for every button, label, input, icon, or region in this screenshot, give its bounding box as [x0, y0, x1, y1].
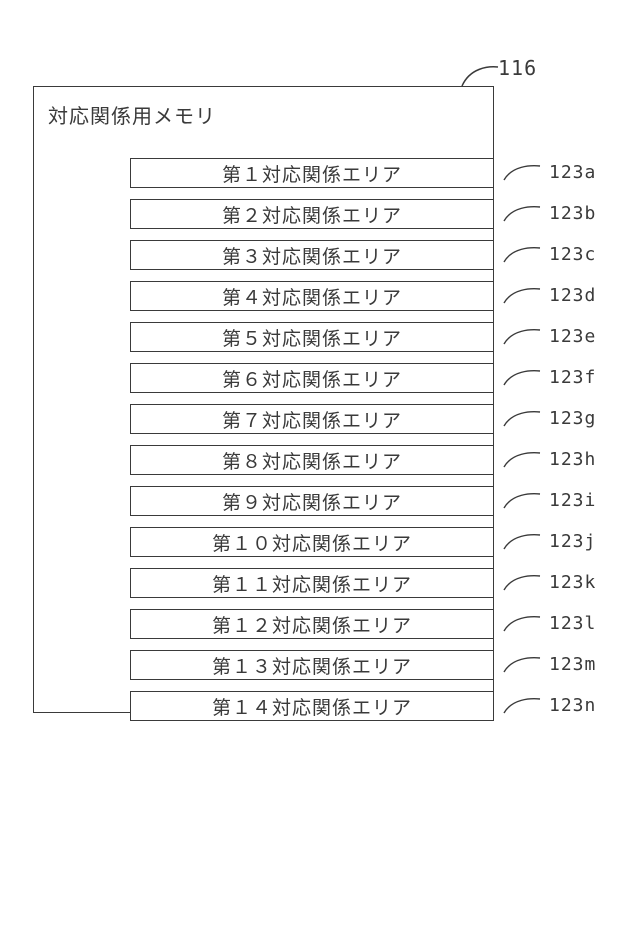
- memory-title: 対応関係用メモリ: [48, 100, 216, 129]
- ref-label: 123e: [549, 326, 596, 347]
- memory-area-row: 第９対応関係エリア: [130, 486, 494, 516]
- memory-area-row: 第１対応関係エリア: [130, 158, 494, 188]
- lead-line-icon: [502, 695, 542, 719]
- lead-line-icon: [502, 367, 542, 391]
- lead-line-icon: [502, 326, 542, 350]
- memory-area-row: 第１３対応関係エリア: [130, 650, 494, 680]
- ref-label: 123c: [549, 244, 596, 265]
- lead-line-icon: [502, 613, 542, 637]
- lead-line-icon: [502, 203, 542, 227]
- memory-area-row: 第１１対応関係エリア: [130, 568, 494, 598]
- ref-label-top: 116: [498, 56, 537, 80]
- lead-line-icon: [502, 408, 542, 432]
- ref-label: 123b: [549, 203, 596, 224]
- memory-area-row: 第８対応関係エリア: [130, 445, 494, 475]
- memory-area-row: 第１４対応関係エリア: [130, 691, 494, 721]
- memory-area-row: 第５対応関係エリア: [130, 322, 494, 352]
- lead-line-icon: [502, 531, 542, 555]
- lead-line-icon: [502, 449, 542, 473]
- ref-label: 123g: [549, 408, 596, 429]
- ref-label: 123k: [549, 572, 596, 593]
- ref-label: 123j: [549, 531, 596, 552]
- lead-line-icon: [502, 162, 542, 186]
- memory-area-row: 第１０対応関係エリア: [130, 527, 494, 557]
- ref-label: 123h: [549, 449, 596, 470]
- lead-line-icon: [502, 490, 542, 514]
- ref-label: 123d: [549, 285, 596, 306]
- memory-area-row: 第７対応関係エリア: [130, 404, 494, 434]
- lead-line-icon: [502, 285, 542, 309]
- memory-area-row: 第３対応関係エリア: [130, 240, 494, 270]
- lead-line-icon: [502, 572, 542, 596]
- memory-area-row: 第４対応関係エリア: [130, 281, 494, 311]
- ref-label: 123m: [549, 654, 596, 675]
- lead-line-icon: [502, 244, 542, 268]
- lead-line-icon: [502, 654, 542, 678]
- memory-area-row: 第６対応関係エリア: [130, 363, 494, 393]
- memory-area-row: 第１２対応関係エリア: [130, 609, 494, 639]
- ref-label: 123n: [549, 695, 596, 716]
- ref-label: 123f: [549, 367, 596, 388]
- ref-label: 123i: [549, 490, 596, 511]
- diagram-canvas: 116 対応関係用メモリ 第１対応関係エリア 123a 第２対応関係エリア 123b 第…: [0, 0, 640, 930]
- memory-area-row: 第２対応関係エリア: [130, 199, 494, 229]
- ref-label: 123a: [549, 162, 596, 183]
- ref-label: 123l: [549, 613, 596, 634]
